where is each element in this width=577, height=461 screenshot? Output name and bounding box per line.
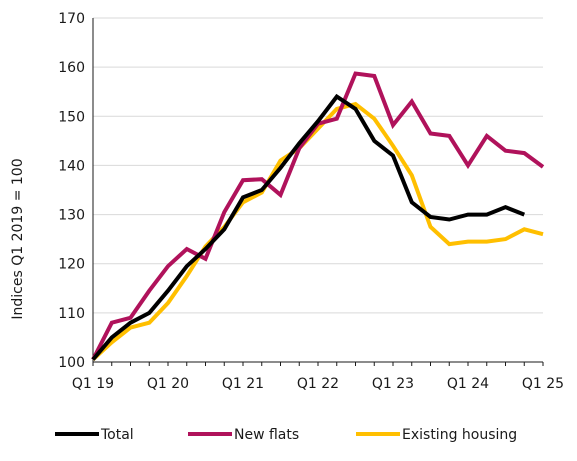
x-tick-label: Q1 19 <box>72 376 114 392</box>
y-tick-label: 120 <box>58 257 85 273</box>
x-tick-label: Q1 23 <box>372 376 414 392</box>
legend: Total New flats Existing housing <box>55 427 517 443</box>
legend-label: Existing housing <box>402 427 517 443</box>
x-tick-label: Q1 24 <box>447 376 489 392</box>
x-tick-label: Q1 25 <box>522 376 564 392</box>
x-tick-label: Q1 21 <box>222 376 264 392</box>
series-lines <box>91 71 545 361</box>
gridlines <box>93 17 543 314</box>
y-tick-label: 150 <box>58 109 85 125</box>
y-axis-title: Indices Q1 2019 = 100 <box>10 158 26 319</box>
series-line-existing-housing <box>91 101 544 361</box>
y-tick-label: 100 <box>58 355 85 371</box>
legend-label: New flats <box>234 427 299 443</box>
axes <box>92 18 544 366</box>
y-tick-label: 160 <box>58 60 85 76</box>
y-tick-label: 140 <box>58 158 85 174</box>
legend-label: Total <box>100 427 134 443</box>
y-tick-label: 170 <box>58 11 85 27</box>
y-tick-label: 130 <box>58 208 85 224</box>
x-tick-label: Q1 20 <box>147 376 189 392</box>
x-tick-label: Q1 22 <box>297 376 339 392</box>
series-line-total <box>91 93 526 361</box>
y-tick-label: 110 <box>58 306 85 322</box>
x-tick-labels: Q1 19 Q1 20 Q1 21 Q1 22 Q1 23 Q1 24 Q1 25 <box>72 376 564 392</box>
y-tick-labels: 100 110 120 130 140 150 160 170 <box>58 11 85 371</box>
